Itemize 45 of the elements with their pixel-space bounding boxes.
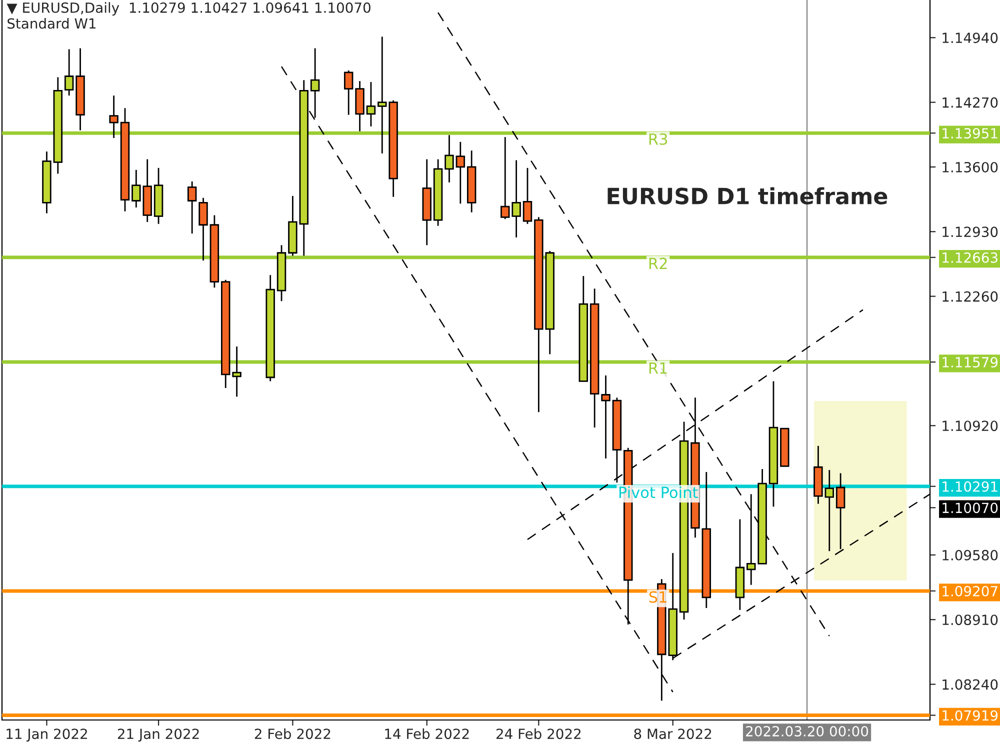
x-tick-label: 21 Jan 2022 xyxy=(118,728,199,742)
candlestick xyxy=(187,180,197,234)
candlestick xyxy=(344,70,354,116)
y-tick-label: 1.09580 xyxy=(942,550,998,560)
ref-line-label: S1 xyxy=(649,591,666,603)
y-tick-label: 1.08240 xyxy=(942,679,998,690)
candlestick xyxy=(64,48,74,96)
chart-title: ▼ EURUSD,Daily 1.10279 1.10427 1.09641 1.10070 xyxy=(6,2,370,16)
candlestick xyxy=(512,160,521,238)
y-tick-label: 1.11579 xyxy=(942,356,998,368)
ref-line-label: 2022.03.20 00:00 xyxy=(746,726,868,737)
y-tick-label: 1.12663 xyxy=(942,252,998,263)
y-tick-label: 1.07919 xyxy=(942,710,998,721)
candlestick xyxy=(522,167,532,225)
ref-line-label: Pivot Point xyxy=(619,486,698,498)
candlestick xyxy=(746,493,756,586)
y-tick-label: 1.12930 xyxy=(942,226,998,238)
ref-line-label: R2 xyxy=(649,258,667,270)
y-tick-label: 1.13951 xyxy=(942,128,998,139)
y-tick-label: 1.10070 xyxy=(942,502,998,514)
candlestick xyxy=(366,81,376,128)
candlestick xyxy=(456,141,466,204)
candlestick xyxy=(109,94,118,139)
candlestick xyxy=(500,136,510,220)
y-tick-label: 1.13600 xyxy=(942,162,998,172)
y-tick-label: 1.14940 xyxy=(942,32,998,44)
y-tick-label: 1.12260 xyxy=(942,291,998,302)
candlestick xyxy=(232,346,242,398)
candlestick xyxy=(601,374,610,460)
y-tick-label: 1.14270 xyxy=(942,97,998,108)
x-tick-label: 2 Feb 2022 xyxy=(254,728,330,740)
y-tick-label: 1.09207 xyxy=(942,586,998,596)
x-tick-label: 14 Feb 2022 xyxy=(385,728,469,740)
x-tick-label: 24 Feb 2022 xyxy=(496,728,580,740)
candlestick xyxy=(444,134,454,184)
candlestick xyxy=(198,197,208,262)
y-tick-label: 1.10291 xyxy=(942,481,998,492)
y-tick-label: 1.08910 xyxy=(942,614,998,626)
x-tick-label: 8 Mar 2022 xyxy=(634,728,712,740)
ref-line-label: R1 xyxy=(649,362,667,374)
y-tick-label: 1.10920 xyxy=(942,420,998,432)
ref-line-label: R3 xyxy=(649,133,668,145)
x-tick-label: 11 Jan 2022 xyxy=(6,728,87,742)
candlestick xyxy=(824,469,834,552)
text: Standard W1 xyxy=(8,18,96,29)
